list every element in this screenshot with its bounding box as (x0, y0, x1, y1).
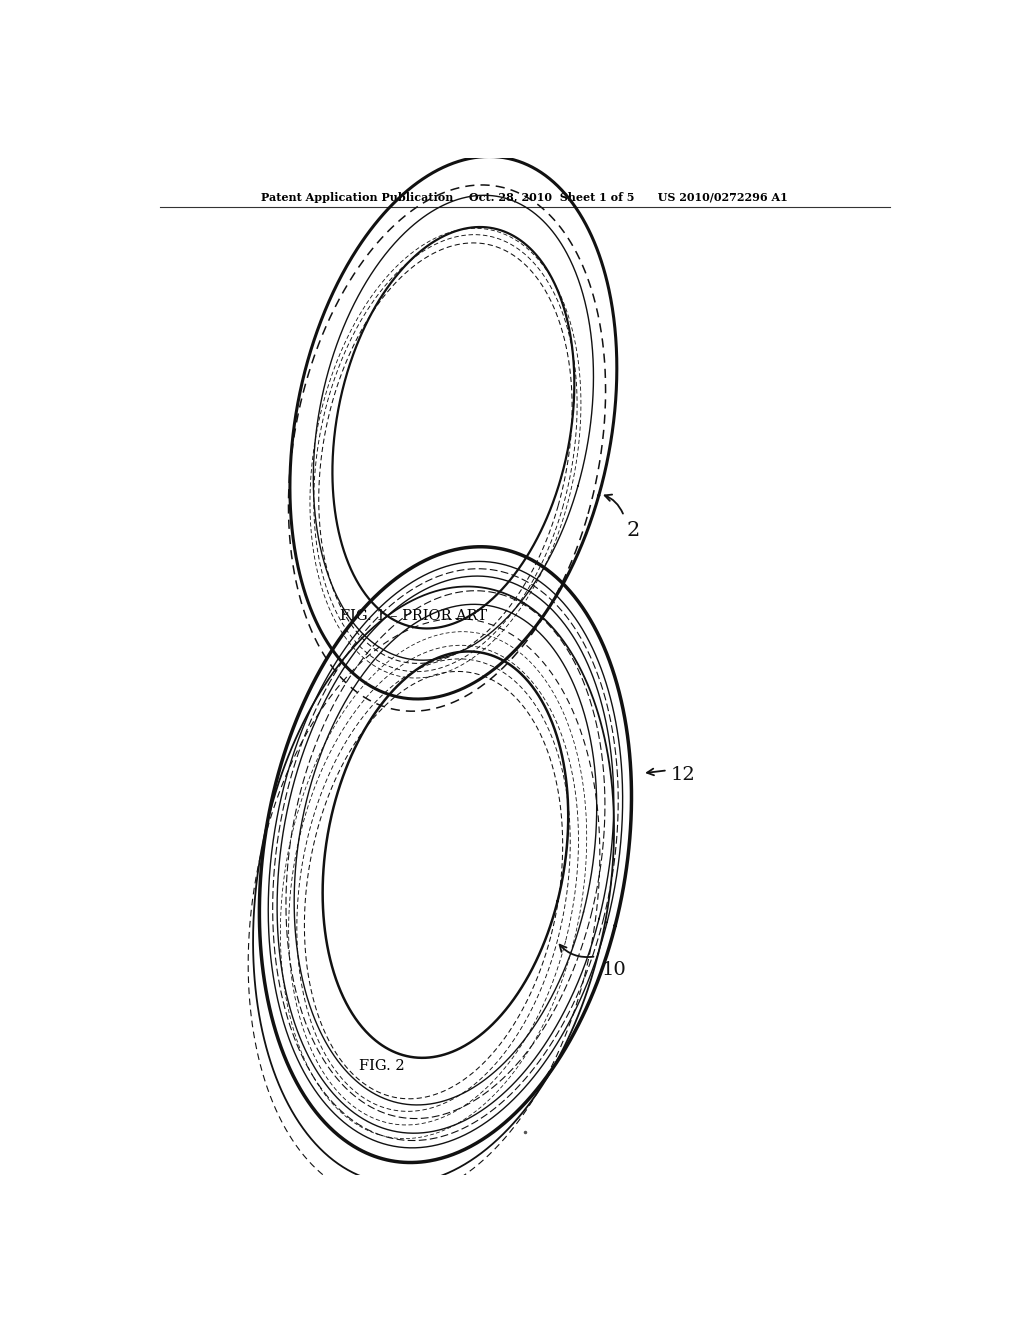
Text: 2: 2 (627, 521, 640, 540)
Text: Patent Application Publication    Oct. 28, 2010  Sheet 1 of 5      US 2010/02722: Patent Application Publication Oct. 28, … (261, 191, 788, 202)
Text: FIG. 2: FIG. 2 (359, 1059, 404, 1073)
Text: 12: 12 (671, 767, 695, 784)
Text: 10: 10 (602, 961, 627, 979)
Text: FIG. 1 – PRIOR ART: FIG. 1 – PRIOR ART (340, 609, 487, 623)
